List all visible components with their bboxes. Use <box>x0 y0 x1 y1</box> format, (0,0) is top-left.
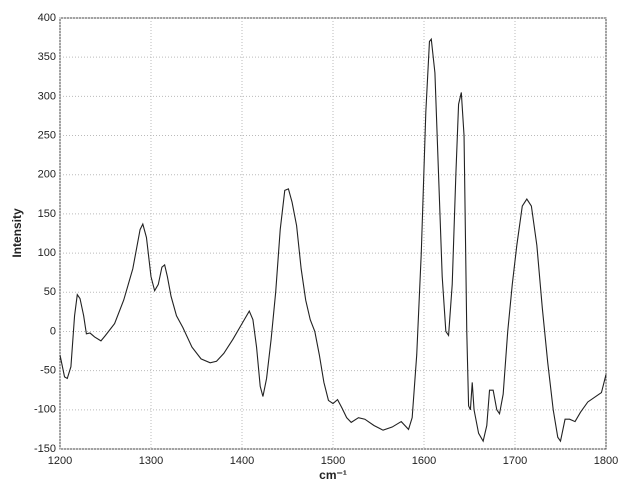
y-tick-label: 0 <box>50 325 56 337</box>
x-tick-label: 1300 <box>139 455 163 467</box>
spectrum-line <box>59 37 607 443</box>
x-tick-label: 1600 <box>412 455 436 467</box>
x-tick-label: 1200 <box>48 455 72 467</box>
y-axis-label: Intensity <box>10 208 24 258</box>
x-tick-label: 1700 <box>503 455 527 467</box>
y-tick-label: -100 <box>34 404 56 416</box>
y-tick-label: 350 <box>38 51 56 63</box>
x-tick-label: 1500 <box>321 455 345 467</box>
x-tick-label: 1400 <box>230 455 254 467</box>
y-tick-label: 150 <box>38 208 56 220</box>
y-tick-label: 100 <box>38 247 56 259</box>
y-tick-label: 50 <box>44 286 56 298</box>
y-tick-label: 200 <box>38 169 56 181</box>
x-tick-label: 1800 <box>594 455 618 467</box>
y-tick-label: 250 <box>38 129 56 141</box>
y-tick-label: -150 <box>34 443 56 455</box>
x-axis-label: cm⁻¹ <box>319 468 347 482</box>
y-tick-label: -50 <box>40 365 56 377</box>
y-tick-label: 400 <box>38 12 56 24</box>
y-tick-label: 300 <box>38 90 56 102</box>
